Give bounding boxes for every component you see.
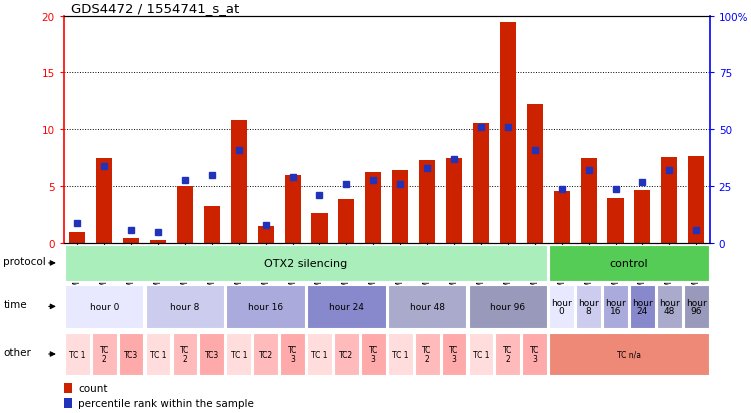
Text: TC
3: TC 3	[288, 346, 297, 363]
Bar	[549, 333, 709, 375]
Text: TC 1: TC 1	[69, 350, 86, 358]
Text: hour
48: hour 48	[659, 298, 680, 315]
Bar	[419, 161, 436, 244]
Bar	[231, 121, 247, 244]
Bar	[307, 333, 332, 375]
Bar	[119, 333, 143, 375]
Bar	[392, 171, 409, 244]
Text: other: other	[3, 347, 31, 357]
Bar	[173, 333, 198, 375]
Text: TC 1: TC 1	[149, 350, 166, 358]
Text: hour 96: hour 96	[490, 302, 526, 311]
Bar	[608, 198, 623, 244]
Bar	[226, 333, 251, 375]
Bar	[334, 333, 359, 375]
Bar	[549, 285, 574, 328]
Text: TC
3: TC 3	[449, 346, 459, 363]
Bar	[338, 199, 354, 244]
Bar	[280, 333, 305, 375]
Text: TC3: TC3	[205, 350, 219, 358]
Bar	[526, 105, 543, 244]
Bar	[146, 285, 225, 328]
Text: time: time	[3, 299, 27, 309]
Bar	[603, 285, 628, 328]
Bar	[361, 333, 386, 375]
Text: hour
0: hour 0	[551, 298, 572, 315]
Text: hour
96: hour 96	[686, 298, 707, 315]
Text: hour 24: hour 24	[329, 302, 363, 311]
Text: hour
16: hour 16	[605, 298, 626, 315]
Bar	[388, 285, 466, 328]
Bar	[285, 176, 300, 244]
Text: TC2: TC2	[339, 350, 354, 358]
Text: TC 1: TC 1	[231, 350, 247, 358]
Text: TC 1: TC 1	[472, 350, 489, 358]
Bar	[312, 213, 327, 244]
Bar	[684, 285, 709, 328]
Text: TC3: TC3	[124, 350, 138, 358]
Text: hour 8: hour 8	[170, 302, 200, 311]
Bar	[65, 285, 143, 328]
Text: OTX2 silencing: OTX2 silencing	[264, 258, 348, 268]
Bar	[365, 172, 382, 244]
Bar	[442, 333, 466, 375]
Text: percentile rank within the sample: percentile rank within the sample	[78, 398, 254, 408]
Bar	[388, 333, 412, 375]
Bar	[415, 333, 439, 375]
Bar	[64, 383, 72, 393]
Text: protocol: protocol	[3, 256, 46, 266]
Bar	[65, 333, 89, 375]
Bar	[258, 227, 273, 244]
Text: TC
3: TC 3	[369, 346, 378, 363]
Text: count: count	[78, 383, 107, 393]
Bar	[446, 159, 462, 244]
Bar	[96, 159, 113, 244]
Text: TC
2: TC 2	[503, 346, 512, 363]
Bar	[200, 333, 225, 375]
Text: TC2: TC2	[258, 350, 273, 358]
Bar	[473, 123, 489, 244]
Text: TC
2: TC 2	[100, 346, 109, 363]
Bar	[150, 240, 166, 244]
Bar	[469, 285, 547, 328]
Bar	[553, 192, 570, 244]
Bar	[657, 285, 682, 328]
Text: TC
3: TC 3	[530, 346, 539, 363]
Text: hour 48: hour 48	[409, 302, 445, 311]
Bar	[226, 285, 305, 328]
Text: TC
2: TC 2	[180, 346, 189, 363]
Bar	[662, 157, 677, 244]
Bar	[688, 156, 704, 244]
Text: hour 16: hour 16	[248, 302, 283, 311]
Text: TC
2: TC 2	[423, 346, 432, 363]
Bar	[635, 190, 650, 244]
Text: GDS4472 / 1554741_s_at: GDS4472 / 1554741_s_at	[71, 2, 240, 15]
Bar	[500, 24, 516, 244]
Bar	[523, 333, 547, 375]
Bar	[65, 246, 547, 281]
Bar	[469, 333, 493, 375]
Bar	[549, 246, 709, 281]
Text: TC 1: TC 1	[392, 350, 409, 358]
Text: hour 0: hour 0	[89, 302, 119, 311]
Text: hour
24: hour 24	[632, 298, 653, 315]
Bar	[253, 333, 278, 375]
Bar	[630, 285, 655, 328]
Text: control: control	[610, 258, 648, 268]
Bar	[123, 238, 139, 244]
Bar	[69, 232, 86, 244]
Bar	[204, 206, 220, 244]
Text: TC n/a: TC n/a	[617, 350, 641, 358]
Text: hour
8: hour 8	[578, 298, 599, 315]
Bar	[581, 159, 596, 244]
Bar	[177, 187, 193, 244]
Text: TC 1: TC 1	[311, 350, 327, 358]
Bar	[496, 333, 520, 375]
Bar	[307, 285, 386, 328]
Bar	[92, 333, 116, 375]
Bar	[146, 333, 170, 375]
Bar	[64, 398, 72, 408]
Bar	[576, 285, 601, 328]
